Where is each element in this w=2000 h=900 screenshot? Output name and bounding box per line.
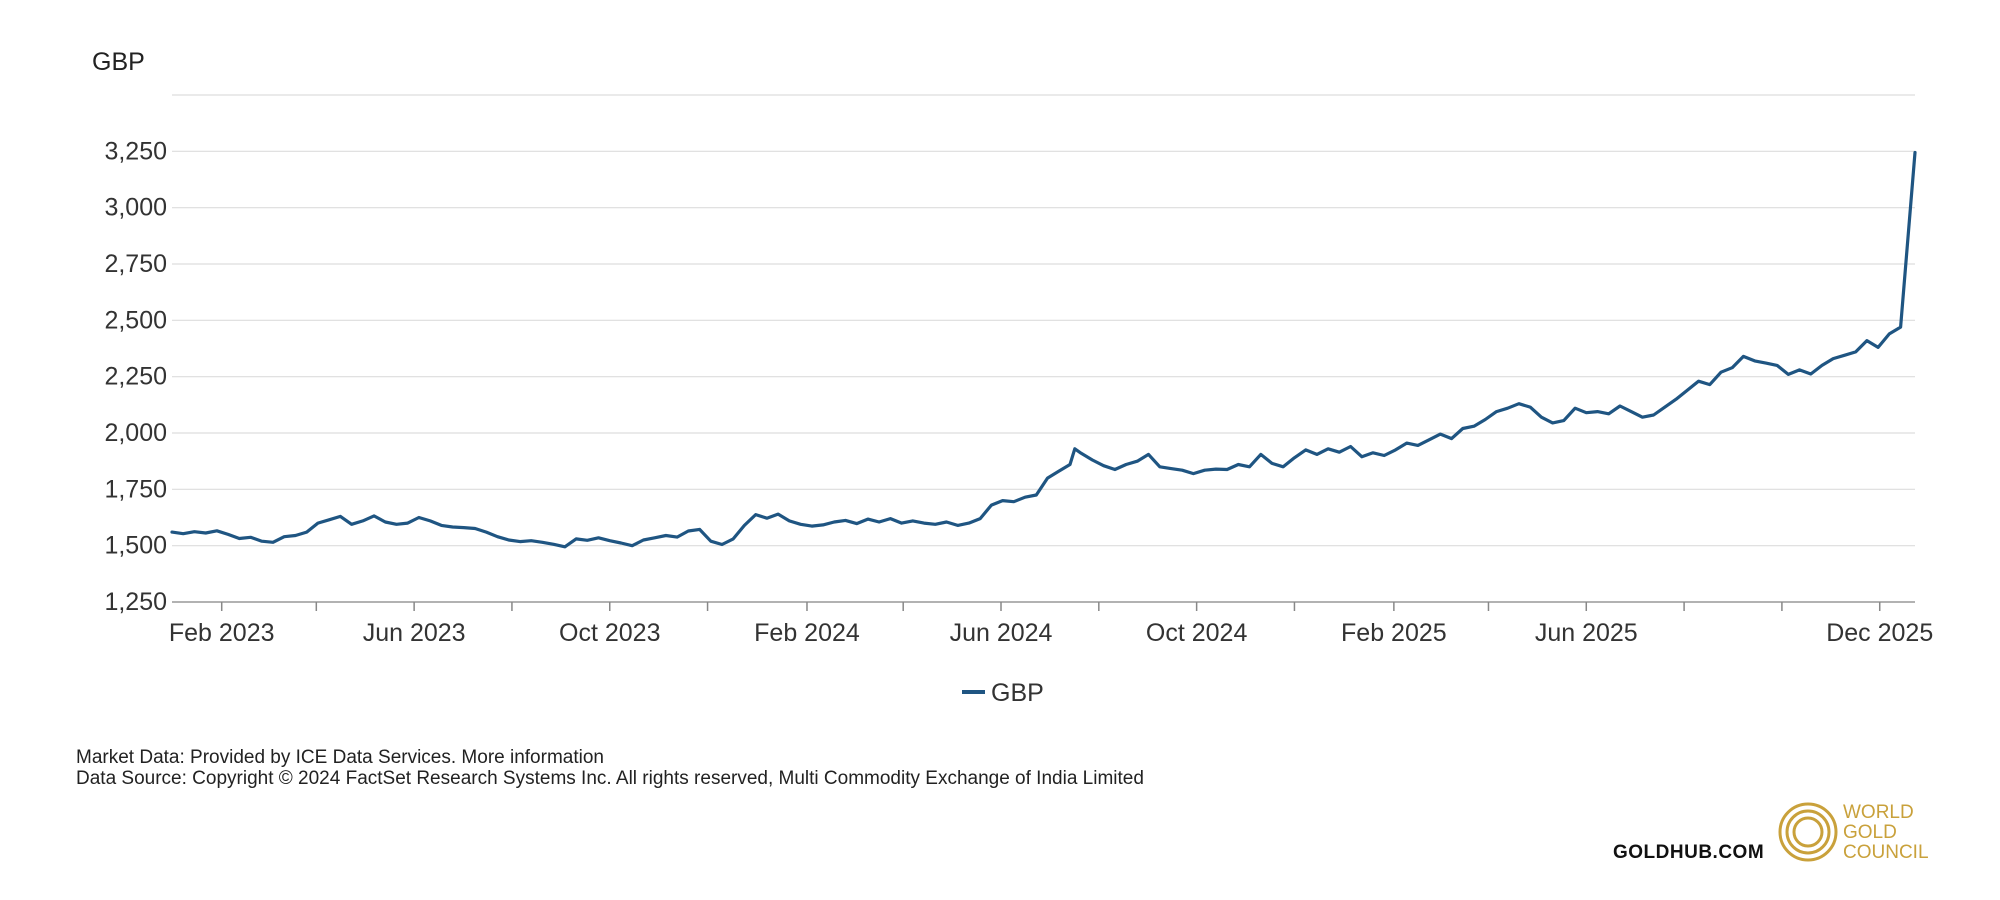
x-tick-label: Feb 2024 bbox=[754, 619, 860, 647]
x-tick-label: Jun 2024 bbox=[950, 619, 1053, 647]
x-tick-label: Feb 2025 bbox=[1341, 619, 1447, 647]
y-tick-label: 2,000 bbox=[104, 419, 167, 447]
x-tick-label: Oct 2024 bbox=[1146, 619, 1248, 647]
wgc-rings-icon bbox=[1778, 802, 1838, 862]
y-axis-unit-label: GBP bbox=[92, 48, 145, 76]
y-tick-label: 3,250 bbox=[104, 137, 167, 165]
data-source-credit: Data Source: Copyright © 2024 FactSet Re… bbox=[76, 768, 1144, 789]
x-tick-label: Feb 2023 bbox=[169, 619, 275, 647]
legend[interactable]: GBP bbox=[962, 679, 1044, 707]
series-line-gbp bbox=[170, 150, 1917, 549]
legend-label-gbp: GBP bbox=[991, 679, 1044, 707]
market-data-credit: Market Data: Provided by ICE Data Servic… bbox=[76, 747, 604, 768]
x-tick-label: Jun 2025 bbox=[1535, 619, 1638, 647]
series-layer bbox=[170, 150, 1917, 549]
y-tick-label: 3,000 bbox=[104, 194, 167, 222]
axes: 1,250 1,500 1,750 2,000 2,250 2,500 2,750 3,000… bbox=[104, 137, 1933, 647]
x-tick-label: Oct 2023 bbox=[559, 619, 660, 647]
wgc-name-line-2: GOLD bbox=[1843, 822, 1897, 843]
wgc-name-line-1: WORLD bbox=[1843, 802, 1914, 823]
y-tick-label: 1,750 bbox=[104, 475, 167, 503]
x-tick-label: Dec 2025 bbox=[1826, 619, 1933, 647]
y-tick-label: 2,750 bbox=[104, 250, 167, 278]
x-tick-label: Jun 2023 bbox=[363, 619, 466, 647]
y-tick-label: 1,250 bbox=[104, 588, 167, 616]
wgc-name-line-3: COUNCIL bbox=[1843, 842, 1929, 863]
world-gold-council-logo: WORLD GOLD COUNCIL bbox=[1778, 802, 1929, 863]
y-tick-label: 1,500 bbox=[104, 532, 167, 560]
y-tick-label: 2,500 bbox=[104, 306, 167, 334]
gridlines bbox=[172, 94, 1915, 547]
goldhub-link[interactable]: GOLDHUB.COM bbox=[1613, 842, 1764, 863]
y-tick-label: 2,250 bbox=[104, 363, 167, 391]
